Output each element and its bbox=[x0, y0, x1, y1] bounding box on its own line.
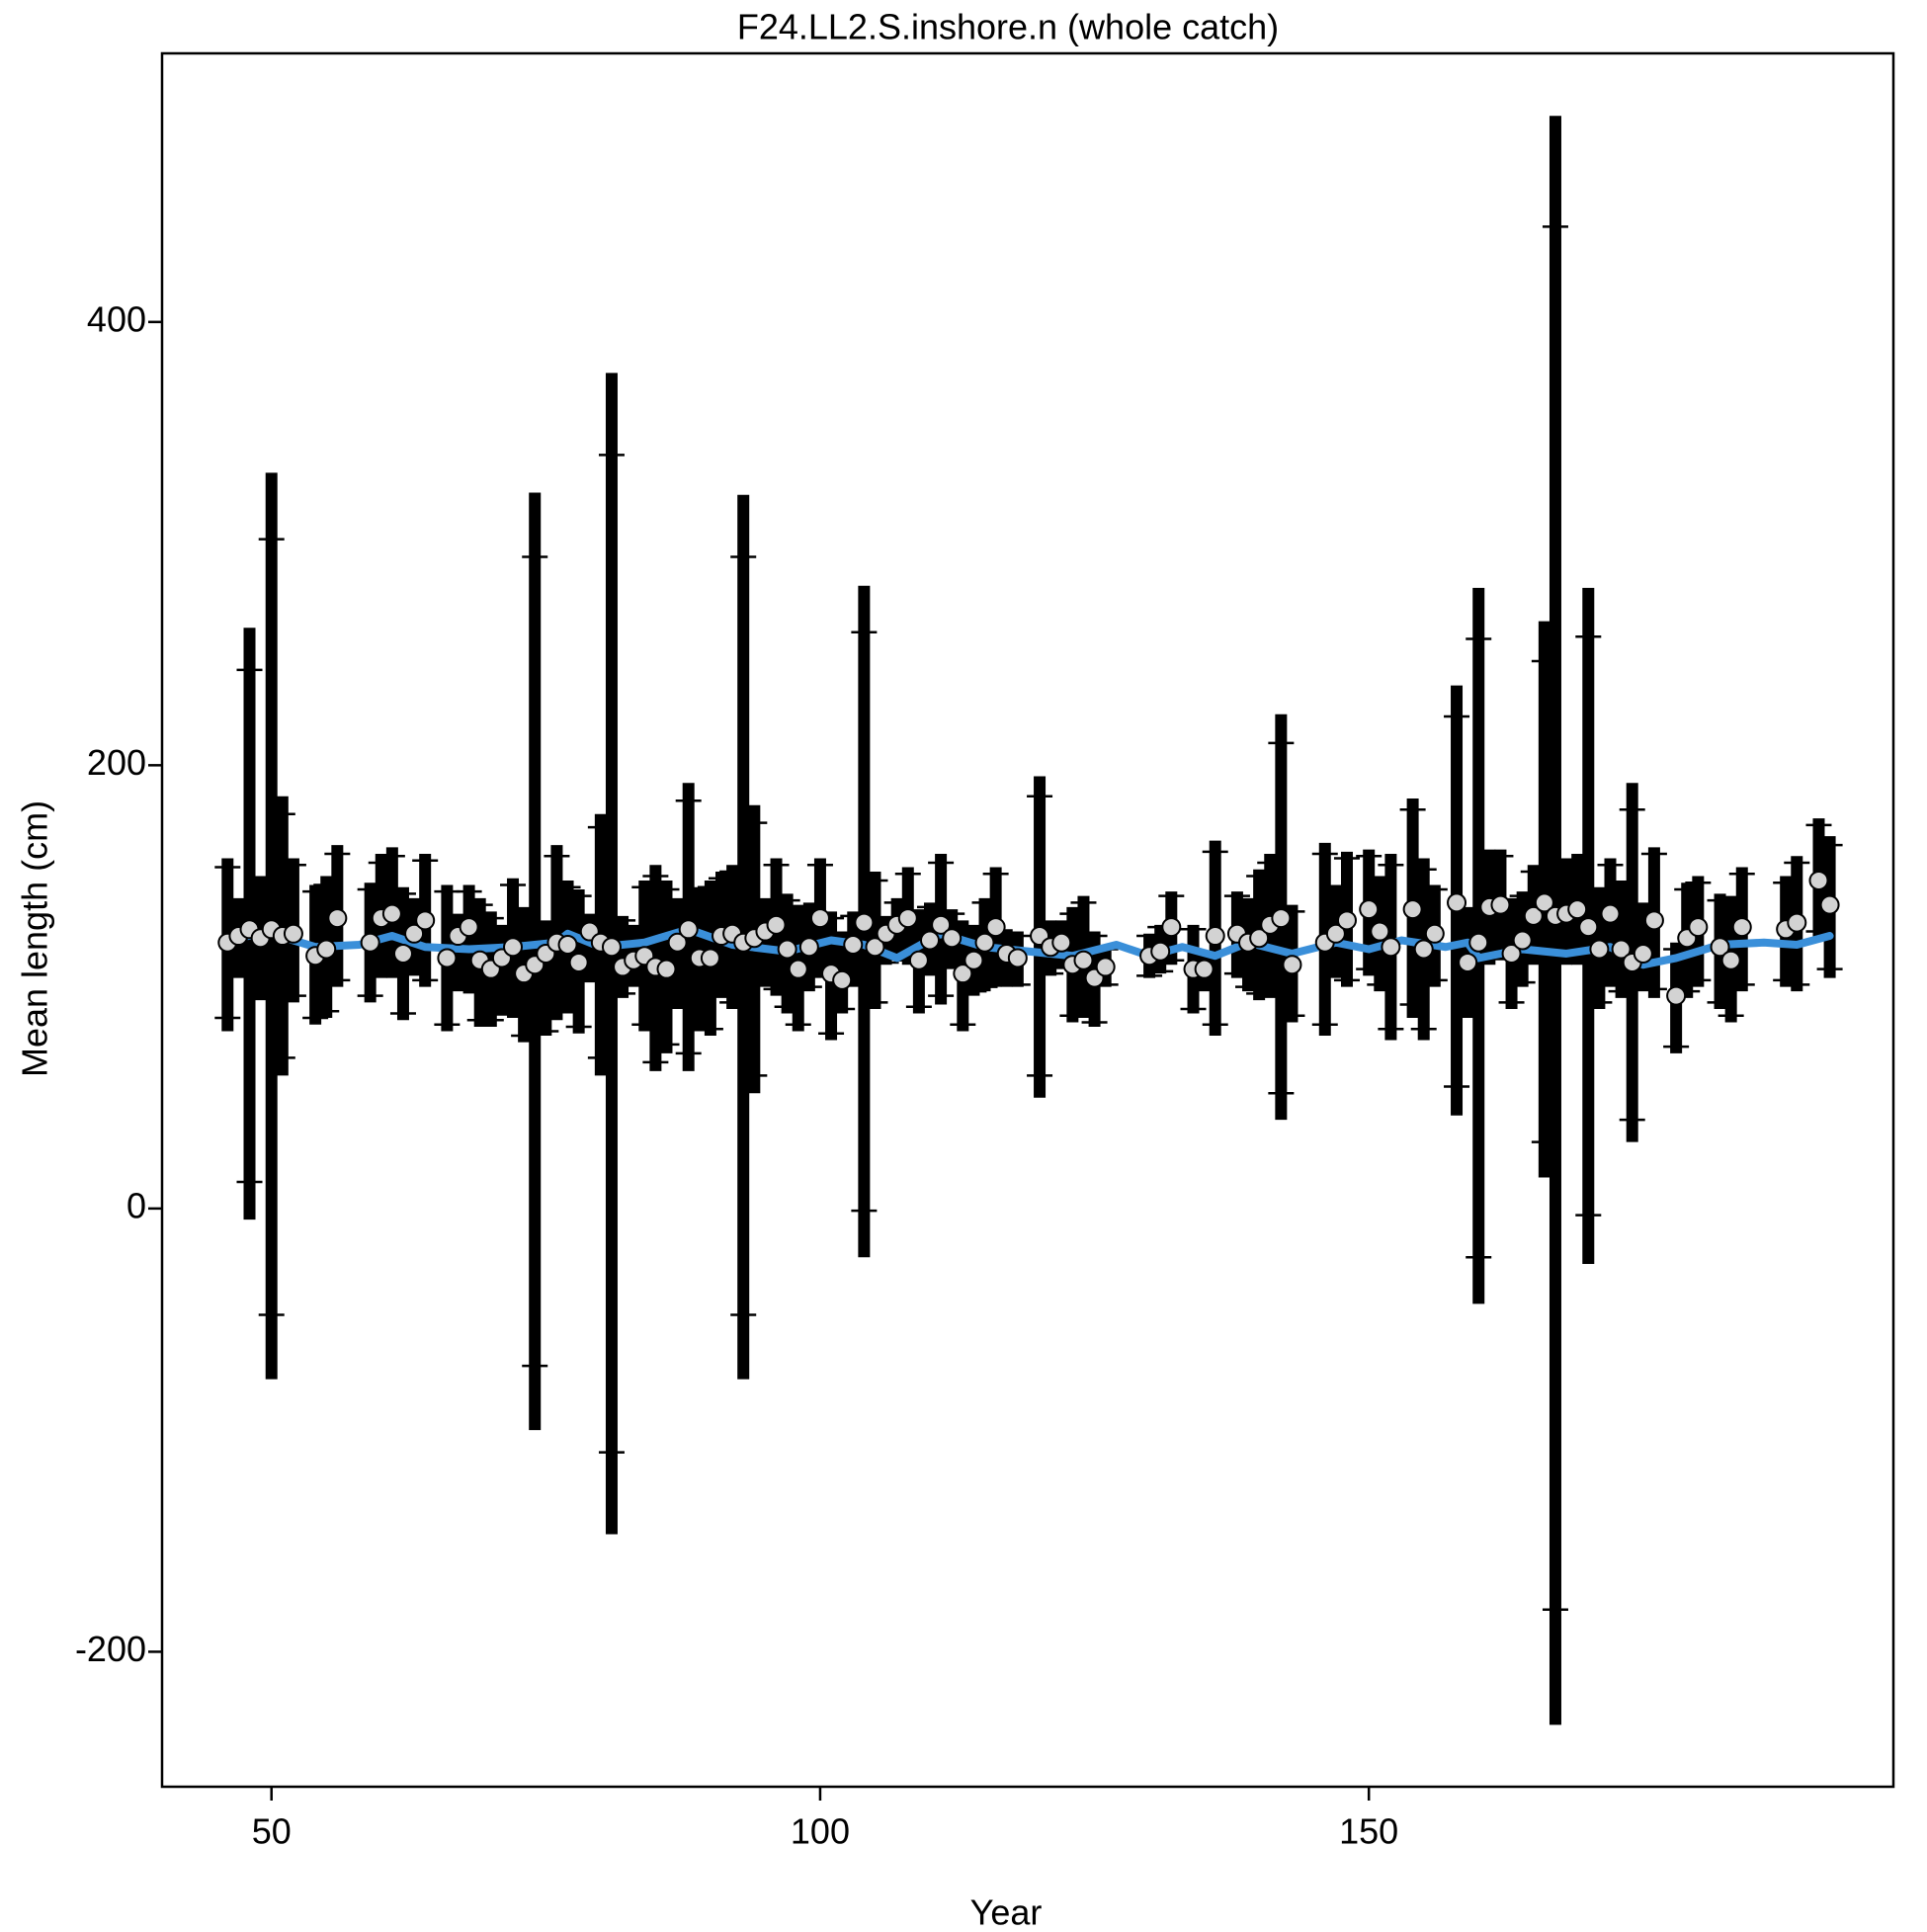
mean-point bbox=[1720, 950, 1741, 970]
mean-point bbox=[854, 912, 875, 933]
mean-point bbox=[1282, 955, 1302, 975]
mean-point bbox=[1501, 943, 1522, 964]
mean-point bbox=[1424, 923, 1445, 944]
mean-point bbox=[1512, 930, 1533, 951]
mean-point bbox=[1447, 892, 1467, 913]
mean-point bbox=[1402, 899, 1423, 920]
mean-point bbox=[1731, 917, 1752, 938]
mean-point bbox=[920, 930, 941, 951]
mean-point bbox=[1325, 923, 1346, 944]
y-tick-label: 0 bbox=[126, 1185, 146, 1225]
mean-point bbox=[459, 917, 479, 938]
mean-point bbox=[1073, 950, 1094, 970]
mean-point bbox=[1150, 941, 1171, 962]
mean-point bbox=[1523, 905, 1544, 926]
mean-point bbox=[1490, 894, 1511, 915]
x-tick-label: 100 bbox=[791, 1811, 850, 1852]
mean-point bbox=[964, 950, 984, 970]
mean-point bbox=[974, 932, 995, 953]
mean-point bbox=[1567, 899, 1588, 920]
mean-point bbox=[809, 908, 830, 929]
mean-point bbox=[1611, 939, 1632, 960]
mean-point bbox=[392, 943, 413, 964]
mean-point bbox=[931, 914, 952, 935]
mean-point bbox=[1249, 928, 1270, 949]
mean-point bbox=[985, 917, 1006, 938]
mean-point bbox=[1808, 870, 1829, 890]
mean-point bbox=[1271, 908, 1292, 929]
mean-point bbox=[1819, 894, 1840, 915]
mean-point bbox=[1370, 921, 1390, 942]
mean-point bbox=[832, 969, 853, 990]
mean-point bbox=[1710, 937, 1730, 958]
mean-point bbox=[908, 950, 929, 970]
mean-point bbox=[1534, 892, 1554, 913]
mean-point bbox=[1095, 957, 1116, 977]
mean-point bbox=[437, 948, 458, 968]
mean-point bbox=[1336, 910, 1357, 931]
mean-point bbox=[843, 935, 864, 956]
mean-point bbox=[656, 959, 677, 979]
mean-point bbox=[1787, 912, 1807, 933]
mean-point bbox=[1468, 932, 1489, 953]
mean-point bbox=[1458, 952, 1478, 972]
mean-point bbox=[1007, 948, 1028, 968]
y-tick-label: 200 bbox=[87, 742, 146, 783]
mean-point bbox=[503, 937, 524, 958]
x-tick-label: 150 bbox=[1339, 1811, 1398, 1852]
mean-point bbox=[360, 932, 380, 953]
plot-frame bbox=[160, 51, 1895, 1789]
mean-point bbox=[766, 914, 787, 935]
chart-title: F24.LL2.S.inshore.n (whole catch) bbox=[737, 7, 1279, 47]
mean-point bbox=[897, 908, 918, 929]
mean-point bbox=[415, 910, 436, 931]
mean-point bbox=[1600, 903, 1621, 924]
x-tick-label: 50 bbox=[252, 1811, 292, 1852]
mean-point bbox=[283, 923, 303, 944]
mean-point bbox=[1359, 899, 1380, 920]
mean-point bbox=[1413, 939, 1434, 960]
mean-point bbox=[601, 937, 622, 958]
mean-point bbox=[1161, 917, 1182, 938]
mean-point bbox=[953, 964, 973, 984]
mean-point bbox=[865, 937, 885, 958]
mean-point bbox=[1194, 959, 1215, 979]
mean-point bbox=[327, 908, 348, 929]
mean-point bbox=[1643, 910, 1664, 931]
y-axis-label: Mean length (cm) bbox=[15, 800, 55, 1077]
mean-point bbox=[700, 948, 720, 968]
mean-point bbox=[678, 919, 699, 940]
mean-point bbox=[942, 928, 963, 949]
mean-point bbox=[1578, 917, 1599, 938]
mean-point bbox=[1688, 917, 1709, 938]
mean-point bbox=[1666, 985, 1687, 1006]
mean-point bbox=[381, 903, 402, 924]
mean-point bbox=[568, 952, 589, 972]
mean-point bbox=[316, 939, 337, 960]
mean-point bbox=[788, 959, 808, 979]
mean-point bbox=[1205, 926, 1225, 947]
mean-point bbox=[1051, 932, 1072, 953]
mean-point bbox=[667, 932, 688, 953]
mean-point bbox=[1381, 937, 1401, 958]
mean-point bbox=[557, 935, 578, 956]
y-tick-label: -200 bbox=[75, 1629, 146, 1669]
x-axis-label: Year bbox=[970, 1892, 1043, 1927]
mean-point bbox=[1589, 939, 1610, 960]
mean-point bbox=[1633, 943, 1653, 964]
mean-point bbox=[404, 923, 425, 944]
y-tick-label: 400 bbox=[87, 298, 146, 339]
mean-point bbox=[798, 937, 819, 958]
mean-point bbox=[777, 939, 797, 960]
